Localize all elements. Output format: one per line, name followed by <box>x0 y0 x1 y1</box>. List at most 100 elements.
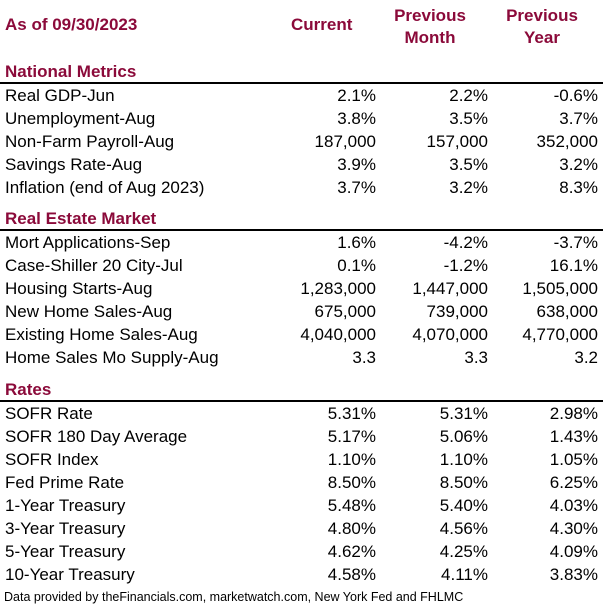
previous-year-value: 3.2 <box>574 348 598 367</box>
table-row: Mort Applications-Sep 1.6% -4.2% -3.7% <box>0 231 603 254</box>
section-rule <box>0 82 603 84</box>
current-value: 3.9% <box>337 155 376 174</box>
section-rule <box>0 400 603 402</box>
current-value: 3.8% <box>337 109 376 128</box>
header-previous-year-line2: Year <box>524 28 560 47</box>
previous-month-value: 5.06% <box>439 427 488 446</box>
previous-year-value: 1.43% <box>549 427 598 446</box>
previous-month-value: 4.56% <box>439 519 488 538</box>
row-label: Case-Shiller 20 City-Jul <box>5 256 183 275</box>
previous-month-value: 8.50% <box>439 473 488 492</box>
row-label: Unemployment-Aug <box>5 109 156 128</box>
table-row: 1-Year Treasury 5.48% 5.40% 4.03% <box>0 494 603 517</box>
previous-month-value: 1.10% <box>439 450 488 469</box>
previous-month-value: 3.5% <box>449 109 488 128</box>
table-row: SOFR 180 Day Average 5.17% 5.06% 1.43% <box>0 425 603 448</box>
previous-month-value: 4.25% <box>439 542 488 561</box>
table-row: Case-Shiller 20 City-Jul 0.1% -1.2% 16.1% <box>0 254 603 277</box>
current-value: 187,000 <box>314 132 376 151</box>
section-title: National Metrics <box>5 62 137 81</box>
current-value: 4.80% <box>327 519 376 538</box>
table-row: SOFR Rate 5.31% 5.31% 2.98% <box>0 402 603 425</box>
header-previous-month: Previous Month <box>380 5 480 49</box>
row-label: Fed Prime Rate <box>5 473 125 492</box>
table-row: Housing Starts-Aug 1,283,000 1,447,000 1,50… <box>0 277 603 300</box>
previous-year-value: 3.83% <box>549 565 598 584</box>
row-label: SOFR Rate <box>5 404 93 423</box>
data-source-footer: Data provided by theFinancials.com, mark… <box>4 590 464 604</box>
table-row: Unemployment-Aug 3.8% 3.5% 3.7% <box>0 107 603 130</box>
previous-year-value: 2.98% <box>549 404 598 423</box>
row-label: Mort Applications-Sep <box>5 233 171 252</box>
row-label: 1-Year Treasury <box>5 496 126 515</box>
current-value: 3.3 <box>352 348 376 367</box>
table-row: Existing Home Sales-Aug 4,040,000 4,070,00… <box>0 323 603 346</box>
previous-year-value: -0.6% <box>553 86 598 105</box>
table-row: 3-Year Treasury 4.80% 4.56% 4.30% <box>0 517 603 540</box>
current-value: 2.1% <box>337 86 376 105</box>
previous-year-value: 16.1% <box>549 256 598 275</box>
previous-year-value: 1,505,000 <box>522 279 598 298</box>
previous-month-value: 1,447,000 <box>412 279 488 298</box>
table-row: Real GDP-Jun 2.1% 2.2% -0.6% <box>0 84 603 107</box>
previous-month-value: 739,000 <box>426 302 488 321</box>
previous-month-value: 157,000 <box>426 132 488 151</box>
previous-year-value: 3.7% <box>559 109 598 128</box>
previous-month-value: 3.2% <box>449 178 488 197</box>
row-label: 3-Year Treasury <box>5 519 126 538</box>
current-value: 4,040,000 <box>300 325 376 344</box>
row-label: Home Sales Mo Supply-Aug <box>5 348 219 367</box>
table-row: Fed Prime Rate 8.50% 8.50% 6.25% <box>0 471 603 494</box>
current-value: 1.6% <box>337 233 376 252</box>
current-value: 3.7% <box>337 178 376 197</box>
previous-year-value: 4.30% <box>549 519 598 538</box>
row-label: 5-Year Treasury <box>5 542 126 561</box>
current-value: 0.1% <box>337 256 376 275</box>
previous-month-value: 3.5% <box>449 155 488 174</box>
header-previous-year: Previous Year <box>492 5 592 49</box>
table-row: SOFR Index 1.10% 1.10% 1.05% <box>0 448 603 471</box>
previous-month-value: -1.2% <box>443 256 488 275</box>
row-label: SOFR Index <box>5 450 99 469</box>
previous-year-value: 8.3% <box>559 178 598 197</box>
table-row: Non-Farm Payroll-Aug 187,000 157,000 352,00… <box>0 130 603 153</box>
row-label: Non-Farm Payroll-Aug <box>5 132 175 151</box>
section-title: Rates <box>5 380 52 399</box>
table-row: Home Sales Mo Supply-Aug 3.3 3.3 3.2 <box>0 346 603 369</box>
table-row: Inflation (end of Aug 2023) 3.7% 3.2% 8.3% <box>0 176 603 199</box>
table-row: 10-Year Treasury 4.58% 4.11% 3.83% <box>0 563 603 586</box>
current-value: 4.62% <box>327 542 376 561</box>
header-previous-month-line2: Month <box>404 28 456 47</box>
row-label: Savings Rate-Aug <box>5 155 143 174</box>
header-previous-month-line1: Previous <box>394 6 466 25</box>
row-label: Inflation (end of Aug 2023) <box>5 178 205 197</box>
table-row: 5-Year Treasury 4.62% 4.25% 4.09% <box>0 540 603 563</box>
section-header: Rates <box>0 379 603 402</box>
current-value: 4.58% <box>327 565 376 584</box>
row-label: Housing Starts-Aug <box>5 279 153 298</box>
row-label: New Home Sales-Aug <box>5 302 173 321</box>
row-label: SOFR 180 Day Average <box>5 427 188 446</box>
row-label: Existing Home Sales-Aug <box>5 325 198 344</box>
previous-year-value: 4.09% <box>549 542 598 561</box>
previous-month-value: 2.2% <box>449 86 488 105</box>
row-label: 10-Year Treasury <box>5 565 135 584</box>
previous-year-value: 638,000 <box>536 302 598 321</box>
section-header: Real Estate Market <box>0 208 603 231</box>
previous-month-value: 5.40% <box>439 496 488 515</box>
previous-year-value: 3.2% <box>559 155 598 174</box>
previous-year-value: 4,770,000 <box>522 325 598 344</box>
previous-month-value: 4,070,000 <box>412 325 488 344</box>
header-previous-year-line1: Previous <box>506 6 578 25</box>
current-value: 1.10% <box>327 450 376 469</box>
section-title: Real Estate Market <box>5 209 157 228</box>
header-current: Current <box>291 15 353 34</box>
section-header: National Metrics <box>0 61 603 84</box>
previous-year-value: 1.05% <box>549 450 598 469</box>
previous-year-value: 6.25% <box>549 473 598 492</box>
previous-month-value: 5.31% <box>439 404 488 423</box>
row-label: Real GDP-Jun <box>5 86 115 105</box>
previous-month-value: 3.3 <box>464 348 488 367</box>
current-value: 5.31% <box>327 404 376 423</box>
current-value: 675,000 <box>314 302 376 321</box>
